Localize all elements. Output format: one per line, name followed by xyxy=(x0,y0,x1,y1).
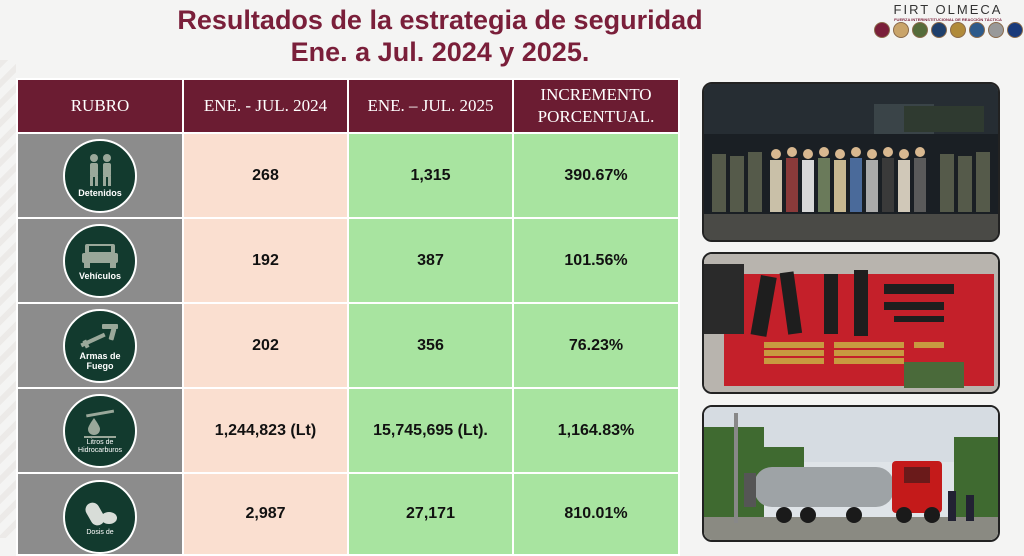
firearms-icon xyxy=(80,324,118,349)
drug-doses-badge: Dosis de xyxy=(63,480,137,554)
page-subtitle: Ene. a Jul. 2024 y 2025. xyxy=(290,37,590,67)
rubro-label: Dosis de xyxy=(86,528,114,536)
seal-icon xyxy=(931,22,947,38)
table-row: Armas de Fuego 202 356 76.23% xyxy=(16,302,680,389)
table-row: Detenidos 268 1,315 390.67% xyxy=(16,132,680,219)
value-2025: 1,315 xyxy=(347,132,514,219)
rubro-label: Detenidos xyxy=(78,188,122,198)
table-row: Vehículos 192 387 101.56% xyxy=(16,217,680,304)
value-2025: 27,171 xyxy=(347,472,514,556)
value-2024: 202 xyxy=(182,302,349,389)
vehicle-badge: Vehículos xyxy=(63,223,137,298)
value-2024: 2,987 xyxy=(182,472,349,556)
value-2024: 268 xyxy=(182,132,349,219)
logo-name: FIRT OLMECA xyxy=(893,2,1003,17)
rubro-cell: Litros de Hidrocarburos xyxy=(16,387,184,474)
value-increment: 76.23% xyxy=(512,302,680,389)
rubro-label: Litros de Hidrocarburos xyxy=(78,439,122,454)
firearms-badge: Armas de Fuego xyxy=(63,308,137,383)
vehicle-icon xyxy=(82,244,118,268)
value-increment: 1,164.83% xyxy=(512,387,680,474)
header-2024: ENE. - JUL. 2024 xyxy=(182,78,349,134)
value-2024: 1,244,823 (Lt) xyxy=(182,387,349,474)
table-row: Litros de Hidrocarburos 1,244,823 (Lt) 1… xyxy=(16,387,680,474)
header-increment: INCREMENTO PORCENTUAL. xyxy=(512,78,680,134)
rubro-cell: Detenidos xyxy=(16,132,184,219)
detainees-icon xyxy=(90,154,111,186)
page-title: Resultados de la estrategia de seguridad xyxy=(177,5,703,35)
drug-doses-icon xyxy=(85,502,117,525)
header-2025: ENE. – JUL. 2025 xyxy=(347,78,514,134)
photo-detainees xyxy=(702,82,1000,242)
value-2025: 356 xyxy=(347,302,514,389)
firt-olmeca-logo: FIRT OLMECA FUERZA INTERINSTITUCIONAL DE… xyxy=(872,0,1023,44)
seal-icon xyxy=(1007,22,1023,38)
photo-firearms xyxy=(702,252,1000,394)
value-increment: 101.56% xyxy=(512,217,680,304)
rubro-cell: Armas de Fuego xyxy=(16,302,184,389)
logo-subtitle: FUERZA INTERINSTITUCIONAL DE REACCIÓN TÁ… xyxy=(894,17,1002,22)
value-2025: 15,745,695 (Lt). xyxy=(347,387,514,474)
value-increment: 810.01% xyxy=(512,472,680,556)
rubro-label: Armas de Fuego xyxy=(79,351,121,371)
seal-icon xyxy=(950,22,966,38)
fuel-icon xyxy=(84,409,116,438)
institution-seals xyxy=(874,22,1023,38)
value-increment: 390.67% xyxy=(512,132,680,219)
seal-icon xyxy=(893,22,909,38)
seal-icon xyxy=(912,22,928,38)
table-header-row: RUBRO ENE. - JUL. 2024 ENE. – JUL. 2025 … xyxy=(16,78,680,134)
detainees-badge: Detenidos xyxy=(63,138,137,213)
photo-fuel-tanker xyxy=(702,405,1000,542)
rubro-cell: Vehículos xyxy=(16,217,184,304)
header-increment-line1: INCREMENTO xyxy=(540,85,652,104)
header-increment-line2: PORCENTUAL. xyxy=(537,107,655,126)
fuel-badge: Litros de Hidrocarburos xyxy=(63,393,137,468)
header-rubro: RUBRO xyxy=(16,78,184,134)
rubro-label: Vehículos xyxy=(78,271,122,281)
value-2025: 387 xyxy=(347,217,514,304)
table-row: Dosis de 2,987 27,171 810.01% xyxy=(16,472,680,556)
results-table: RUBRO ENE. - JUL. 2024 ENE. – JUL. 2025 … xyxy=(16,78,680,556)
value-2024: 192 xyxy=(182,217,349,304)
seal-icon xyxy=(988,22,1004,38)
rubro-cell: Dosis de xyxy=(16,472,184,556)
background-pattern xyxy=(0,60,16,538)
seal-icon xyxy=(874,22,890,38)
seal-icon xyxy=(969,22,985,38)
